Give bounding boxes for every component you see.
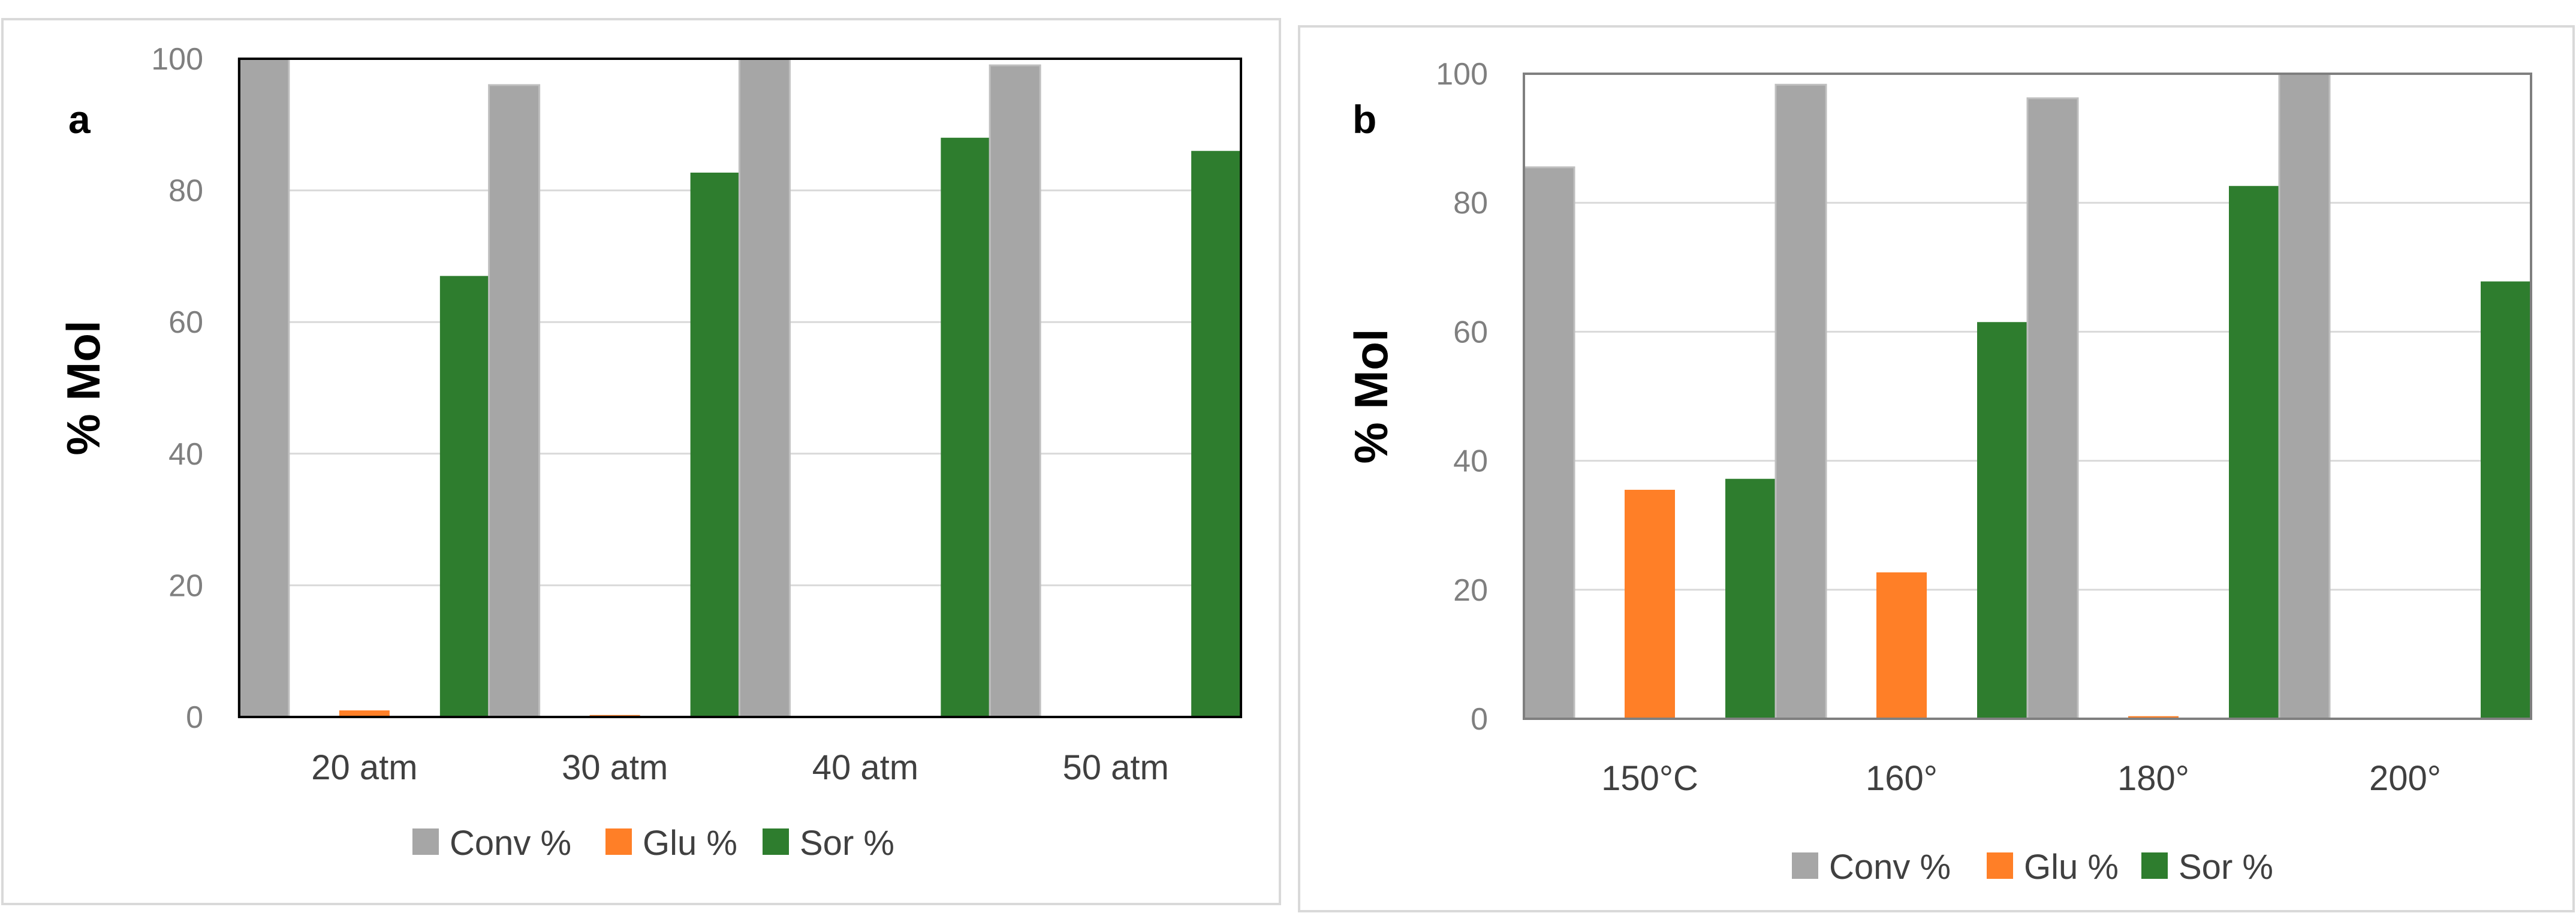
- y-tick-label: 80: [168, 174, 203, 209]
- chart-panel-b: 0 20 40 60 80 100 150°C 160° 180° 200° b % Mol Conv …: [1298, 25, 2575, 912]
- y-tick-label: 100: [1436, 57, 1488, 92]
- legend-label: Glu %: [643, 824, 737, 863]
- bar: [237, 58, 290, 718]
- bar: [2229, 186, 2279, 719]
- bar: [2128, 716, 2179, 719]
- bar: [1876, 572, 1927, 719]
- x-category-label: 40 atm: [812, 748, 918, 787]
- bar: [2278, 73, 2331, 720]
- y-tick-label: 20: [168, 568, 203, 603]
- bar: [941, 137, 992, 717]
- y-tick-label: 100: [151, 42, 203, 77]
- bar: [1625, 490, 1675, 719]
- legend-swatch: [1792, 852, 1818, 879]
- legend-swatch: [1987, 852, 2013, 879]
- bar: [1977, 322, 2027, 719]
- y-tick-label: 80: [1453, 186, 1488, 221]
- plot-area-border: [1523, 73, 2532, 720]
- x-category-label: 180°: [2117, 759, 2189, 798]
- y-tick-label: 0: [186, 700, 203, 735]
- x-category-label: 20 atm: [311, 748, 417, 787]
- legend-label: Conv %: [450, 824, 571, 863]
- bar: [1774, 83, 1827, 720]
- bar: [989, 64, 1041, 718]
- bar: [1191, 150, 1242, 718]
- plot-area-border: [238, 58, 1242, 718]
- legend-label: Glu %: [2024, 848, 2119, 887]
- bar: [339, 710, 390, 717]
- bar-chart-b: 0 20 40 60 80 100 150°C 160° 180° 200° b % Mol Conv …: [1345, 57, 2532, 887]
- bar: [1725, 478, 1776, 719]
- y-tick-label: 0: [1471, 702, 1488, 737]
- y-tick-label: 60: [168, 305, 203, 340]
- legend-label: Sor %: [2179, 848, 2273, 887]
- bar: [738, 58, 791, 718]
- y-axis-label: % Mol: [1345, 329, 1397, 463]
- bar: [690, 172, 741, 717]
- legend-swatch: [2141, 852, 2168, 879]
- bar: [1523, 166, 1575, 720]
- y-tick-label: 20: [1453, 573, 1488, 608]
- x-category-label: 160°: [1866, 759, 1938, 798]
- bar: [439, 276, 490, 718]
- y-tick-label: 60: [1453, 315, 1488, 349]
- bar: [488, 84, 541, 718]
- bar: [2026, 97, 2079, 720]
- y-tick-label: 40: [1453, 444, 1488, 479]
- legend-swatch: [763, 828, 789, 855]
- x-category-label: 200°: [2369, 759, 2441, 798]
- bar-chart-a: 0 20 40 60 80 100 20 atm 30 atm 40 atm 50 atm a % M…: [57, 42, 1242, 863]
- x-category-label: 50 atm: [1062, 748, 1168, 787]
- bar: [2481, 281, 2531, 719]
- legend-label: Conv %: [1829, 848, 1951, 887]
- panel-label: a: [68, 97, 91, 141]
- legend-swatch: [605, 828, 632, 855]
- legend-label: Sor %: [800, 824, 894, 863]
- legend-swatch: [412, 828, 439, 855]
- y-axis-label: % Mol: [57, 320, 110, 455]
- chart-panel-a: 0 20 40 60 80 100 20 atm 30 atm 40 atm 50 atm a % M…: [1, 18, 1281, 905]
- y-tick-label: 40: [168, 437, 203, 472]
- x-category-label: 150°C: [1601, 759, 1698, 798]
- panel-label: b: [1352, 97, 1376, 141]
- x-category-label: 30 atm: [562, 748, 668, 787]
